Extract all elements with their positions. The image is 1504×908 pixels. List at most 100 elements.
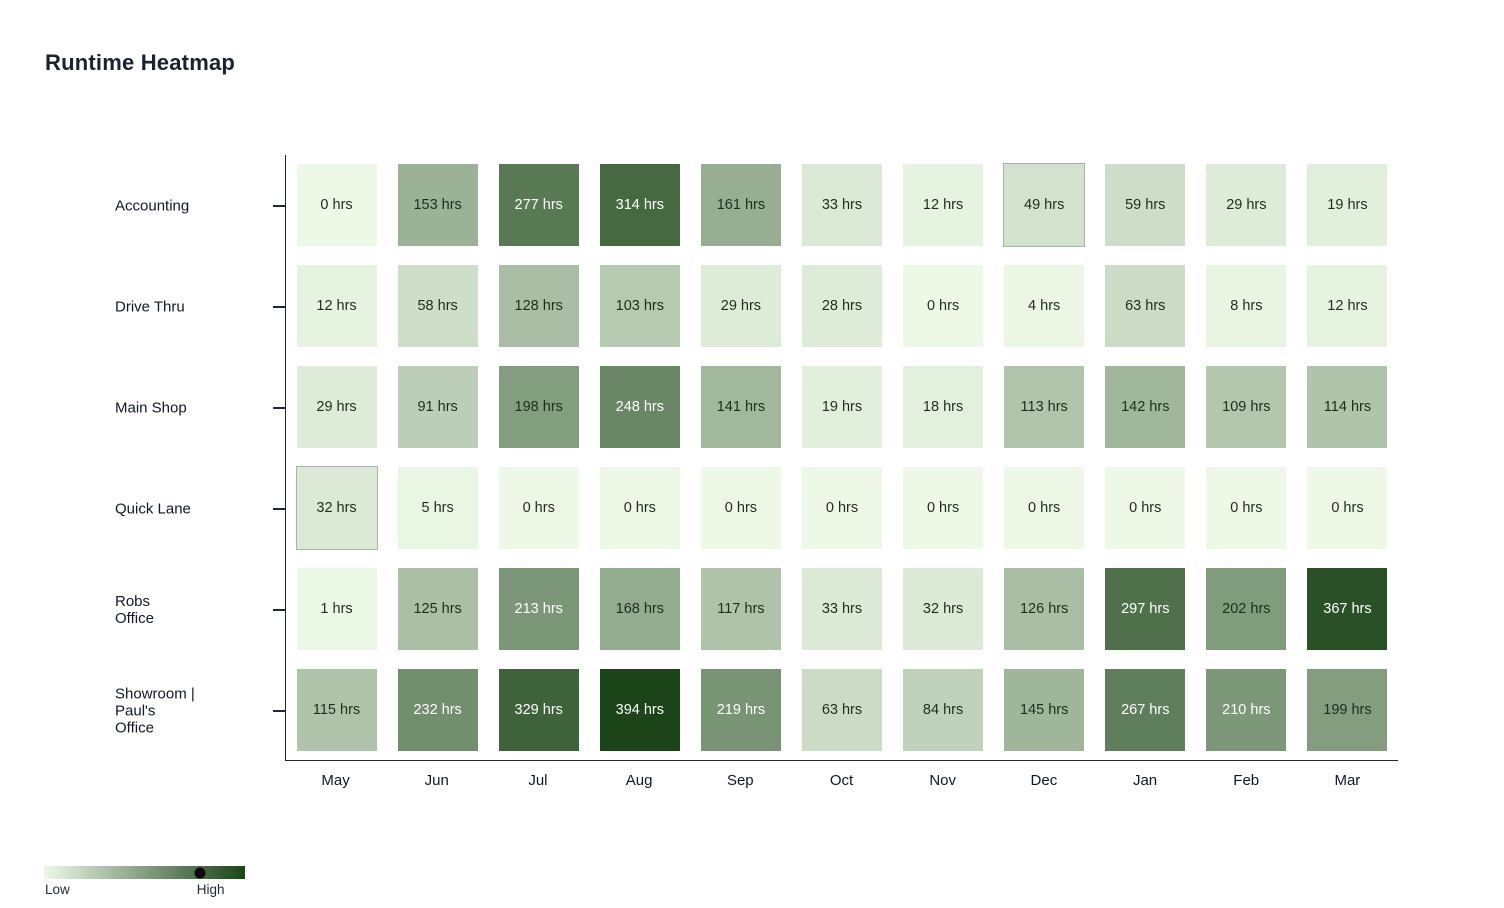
- heatmap-cell[interactable]: 4 hrs: [1004, 265, 1085, 348]
- heatmap-cell[interactable]: 367 hrs: [1307, 567, 1388, 650]
- heatmap-cell-slot: 18 hrs: [893, 357, 994, 458]
- heatmap-cell[interactable]: 142 hrs: [1105, 366, 1186, 449]
- heatmap-cell[interactable]: 0 hrs: [903, 265, 984, 348]
- heatmap-cell[interactable]: 202 hrs: [1206, 567, 1287, 650]
- heatmap-cell-slot: 29 hrs: [286, 357, 387, 458]
- heatmap-cell[interactable]: 145 hrs: [1004, 668, 1085, 751]
- heatmap-cell[interactable]: 29 hrs: [1206, 164, 1287, 247]
- heatmap-cell[interactable]: 109 hrs: [1206, 366, 1287, 449]
- heatmap-cell[interactable]: 84 hrs: [903, 668, 984, 751]
- heatmap-cell[interactable]: 0 hrs: [498, 466, 579, 549]
- heatmap-cell[interactable]: 0 hrs: [1105, 466, 1186, 549]
- x-axis-label: Dec: [1030, 772, 1058, 789]
- heatmap-cell[interactable]: 19 hrs: [1307, 164, 1388, 247]
- heatmap-cell[interactable]: 248 hrs: [599, 366, 680, 449]
- heatmap-cell[interactable]: 32 hrs: [296, 466, 377, 549]
- legend-marker-dot[interactable]: [194, 867, 206, 878]
- heatmap-cell[interactable]: 113 hrs: [1004, 366, 1085, 449]
- heatmap-cell[interactable]: 12 hrs: [903, 164, 984, 247]
- heatmap-cell[interactable]: 213 hrs: [498, 567, 579, 650]
- heatmap-cell[interactable]: 277 hrs: [498, 164, 579, 247]
- heatmap-cell-slot: 0 hrs: [1196, 458, 1297, 559]
- y-axis-labels: Accounting Drive Thru Main Shop Quick Lane R…: [115, 155, 270, 761]
- heatmap-cell[interactable]: 161 hrs: [700, 164, 781, 247]
- heatmap-cell[interactable]: 0 hrs: [801, 466, 882, 549]
- x-axis-label: Aug: [625, 772, 653, 789]
- heatmap-cell-slot: 314 hrs: [589, 155, 690, 256]
- heatmap-cell-slot: 19 hrs: [1297, 155, 1398, 256]
- heatmap-cell-slot: 115 hrs: [286, 659, 387, 760]
- heatmap-cell[interactable]: 232 hrs: [397, 668, 478, 751]
- heatmap-cell-slot: 33 hrs: [791, 155, 892, 256]
- heatmap-cell-slot: 29 hrs: [1196, 155, 1297, 256]
- heatmap-cell[interactable]: 0 hrs: [700, 466, 781, 549]
- heatmap-cell[interactable]: 126 hrs: [1004, 567, 1085, 650]
- y-axis-label: Accounting: [115, 197, 190, 214]
- heatmap-cell-slot: 153 hrs: [387, 155, 488, 256]
- y-axis-tick: [273, 305, 285, 308]
- heatmap-cell[interactable]: 0 hrs: [599, 466, 680, 549]
- heatmap-cell-slot: 113 hrs: [994, 357, 1095, 458]
- heatmap-cell[interactable]: 198 hrs: [498, 366, 579, 449]
- heatmap-cell[interactable]: 91 hrs: [397, 366, 478, 449]
- heatmap-cell-slot: 213 hrs: [488, 558, 589, 659]
- heatmap-cell[interactable]: 0 hrs: [1307, 466, 1388, 549]
- heatmap-cell[interactable]: 329 hrs: [498, 668, 579, 751]
- heatmap-cell[interactable]: 8 hrs: [1206, 265, 1287, 348]
- heatmap-cell[interactable]: 168 hrs: [599, 567, 680, 650]
- heatmap-cell[interactable]: 128 hrs: [498, 265, 579, 348]
- heatmap-cell-slot: 125 hrs: [387, 558, 488, 659]
- heatmap-cell[interactable]: 19 hrs: [801, 366, 882, 449]
- heatmap-cell[interactable]: 18 hrs: [903, 366, 984, 449]
- heatmap-cell[interactable]: 0 hrs: [1004, 466, 1085, 549]
- heatmap-cell-slot: 0 hrs: [893, 458, 994, 559]
- heatmap-cell[interactable]: 63 hrs: [1105, 265, 1186, 348]
- x-axis-label: Sep: [726, 772, 754, 789]
- heatmap-cell[interactable]: 0 hrs: [903, 466, 984, 549]
- heatmap-cell[interactable]: 199 hrs: [1307, 668, 1388, 751]
- heatmap-cell[interactable]: 12 hrs: [1307, 265, 1388, 348]
- heatmap-cell-slot: 161 hrs: [690, 155, 791, 256]
- heatmap-cell[interactable]: 28 hrs: [801, 265, 882, 348]
- x-axis-label: Oct: [829, 772, 854, 789]
- heatmap-cell[interactable]: 117 hrs: [700, 567, 781, 650]
- y-axis-label: Showroom | Paul's Office: [115, 685, 195, 736]
- heatmap-cell[interactable]: 0 hrs: [1206, 466, 1287, 549]
- heatmap-cell[interactable]: 219 hrs: [700, 668, 781, 751]
- heatmap-cell[interactable]: 5 hrs: [397, 466, 478, 549]
- heatmap-cell[interactable]: 29 hrs: [296, 366, 377, 449]
- x-axis-label: Mar: [1334, 772, 1361, 789]
- heatmap-cell[interactable]: 314 hrs: [599, 164, 680, 247]
- heatmap-cell[interactable]: 63 hrs: [801, 668, 882, 751]
- heatmap-cell[interactable]: 297 hrs: [1105, 567, 1186, 650]
- heatmap-cell[interactable]: 32 hrs: [903, 567, 984, 650]
- heatmap-cell[interactable]: 114 hrs: [1307, 366, 1388, 449]
- heatmap-cell-slot: 114 hrs: [1297, 357, 1398, 458]
- heatmap-cell[interactable]: 33 hrs: [801, 164, 882, 247]
- heatmap-plot: 0 hrs 153 hrs 277 hrs 314 hrs 161 hrs 33 hrs 1…: [285, 155, 1398, 761]
- heatmap-cell-slot: 297 hrs: [1095, 558, 1196, 659]
- heatmap-cell[interactable]: 33 hrs: [801, 567, 882, 650]
- heatmap-cell[interactable]: 141 hrs: [700, 366, 781, 449]
- heatmap-cell[interactable]: 153 hrs: [397, 164, 478, 247]
- heatmap-cell[interactable]: 29 hrs: [700, 265, 781, 348]
- heatmap-cell[interactable]: 394 hrs: [599, 668, 680, 751]
- heatmap-cell[interactable]: 125 hrs: [397, 567, 478, 650]
- heatmap-cell[interactable]: 0 hrs: [296, 164, 377, 247]
- heatmap-cell[interactable]: 49 hrs: [1004, 164, 1085, 247]
- heatmap-cell-slot: 33 hrs: [791, 558, 892, 659]
- heatmap-cell-slot: 168 hrs: [589, 558, 690, 659]
- y-axis-tick: [273, 406, 285, 409]
- heatmap-cell[interactable]: 210 hrs: [1206, 668, 1287, 751]
- heatmap-cell[interactable]: 267 hrs: [1105, 668, 1186, 751]
- heatmap-cell-slot: 63 hrs: [1095, 256, 1196, 357]
- y-axis-tick: [273, 709, 285, 712]
- heatmap-cell[interactable]: 103 hrs: [599, 265, 680, 348]
- heatmap-cell[interactable]: 58 hrs: [397, 265, 478, 348]
- heatmap-cell[interactable]: 115 hrs: [296, 668, 377, 751]
- heatmap-cell-slot: 58 hrs: [387, 256, 488, 357]
- heatmap-cell[interactable]: 1 hrs: [296, 567, 377, 650]
- x-axis-label: Jan: [1132, 772, 1158, 789]
- heatmap-cell[interactable]: 12 hrs: [296, 265, 377, 348]
- heatmap-cell[interactable]: 59 hrs: [1105, 164, 1186, 247]
